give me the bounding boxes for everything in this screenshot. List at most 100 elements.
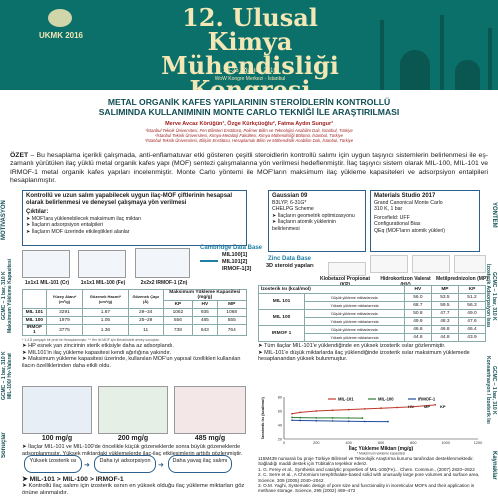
output-item-text: İlaçların adsorpsiyon entalpileri xyxy=(31,222,104,229)
heat-table-title: İzosterik Isı (kcal/mol) xyxy=(258,285,405,294)
data-point xyxy=(363,420,366,423)
data-point xyxy=(363,408,366,410)
mof-label: 2x2x2 IRMOF-1 (Zn) xyxy=(140,280,188,286)
abstract: ÖZET – Bu hesaplama içerikli çalışmada, … xyxy=(10,152,488,185)
data-point xyxy=(347,420,350,423)
ms-title: Materials Studio 2017 xyxy=(374,193,436,199)
data-point xyxy=(387,420,389,423)
side-label-izosterik-text: GCMC – 1 bar, 310 K İzosterik Adsorpsiyo… xyxy=(485,264,497,328)
congress-title-line1: 12. Ulusal xyxy=(182,3,318,32)
ms-line: Grand Canonical Monte Carlo xyxy=(374,200,443,206)
table-row: MIL 100 1979 1.05 25–29 556 485 555 xyxy=(22,316,248,325)
capacity-table-header-cell: Yüzey Alanı* (m²/g) xyxy=(45,289,84,309)
gaussian-line: CHELPG Scheme xyxy=(272,206,314,213)
loading-snapshot-image xyxy=(22,386,92,434)
authors: Merve Avcaz Körüğün¹, Özge Kürkçüoğlu², … xyxy=(165,121,333,127)
x-tick-label: 800 xyxy=(410,441,416,445)
table-cell: 56.3 xyxy=(457,301,487,310)
abstract-label: ÖZET xyxy=(10,152,29,159)
side-label-izosterik: GCMC – 1 bar, 310 K İzosterik Adsorpsiyo… xyxy=(485,250,497,342)
capacity-table-header-cell: KP xyxy=(162,300,194,309)
series-line-irmof-1 xyxy=(292,419,388,423)
y-tick-label: 60 xyxy=(278,409,282,413)
data-point xyxy=(291,419,293,422)
mof-list: MIL100[1] MIL101[2] IRMOF-1[3] xyxy=(222,252,251,272)
y-tick-label: 20 xyxy=(278,437,282,441)
skyline-decoration xyxy=(488,28,492,90)
marker-legend-label: KP xyxy=(440,404,446,409)
gaussian-box: Gaussian 09 B3LYP, 6-31G* CHELPG Scheme … xyxy=(268,190,366,252)
heat-bullets: ➤ Tüm ilaçlar MIL-101'e yüklendiğinde en… xyxy=(258,343,486,363)
congress-dates: 23-26 Ağustos 2016 xyxy=(223,68,277,74)
drug-label: Metilprednizolon (MP) xyxy=(436,276,488,282)
capacity-table-header-cell: HV xyxy=(192,300,218,309)
table-cell: MIL 100 xyxy=(22,316,47,325)
conclusion-box: Daha yavaş ilaç salımı xyxy=(168,455,232,473)
table-cell: IRMOF 1 xyxy=(257,325,306,342)
data-point xyxy=(331,420,334,422)
table-cell: 556 xyxy=(162,316,194,325)
x-tick-label: 0 xyxy=(283,441,285,445)
capacity-bullet: ➤ MIL101'in ilaç yükleme kapasitesi kend… xyxy=(22,349,172,356)
data-point xyxy=(347,417,350,419)
conference-banner: UKMK 2016 12. Ulusal Kimya Mühendisliği … xyxy=(0,0,498,90)
data-point xyxy=(291,416,293,419)
table-cell: 29–34 xyxy=(127,308,164,317)
heat-bullet-text: Tüm ilaçlar MIL-101'e yüklendiğinde en y… xyxy=(264,343,446,349)
ms-line: QEq (MOF'ların atomik yükleri) xyxy=(374,227,446,234)
marker-legend-label: MP xyxy=(424,404,430,409)
side-label-max-yukleme: GCMC – 1 bar, 310 K Maksimum Yükleme Kap… xyxy=(1,252,13,340)
capacity-table-group-header: Maksimum Yükleme Kapasitesi (mg/g) xyxy=(162,289,248,301)
table-cell: Düşük yükleme miktarlarında xyxy=(304,325,405,334)
conclusion-box: Yüksek izosterik ısı xyxy=(24,455,82,473)
table-cell: 25–29 xyxy=(127,316,164,325)
output-item-text: MOF'lara yüklenebilecek maksimum ilaç mi… xyxy=(31,216,142,222)
table-cell: Düşük yükleme miktarlarında xyxy=(304,293,405,302)
data-point xyxy=(299,411,302,414)
arrow-right-icon: ➜ xyxy=(84,462,90,469)
table-cell: MIL 100 xyxy=(257,309,306,326)
table-cell: 3775 xyxy=(45,324,84,336)
legend-label: MIL-101 xyxy=(338,397,354,402)
table-cell: 48.3 xyxy=(430,317,459,326)
congress-logo: UKMK 2016 xyxy=(39,9,84,40)
series-line-mil-100 xyxy=(292,416,363,419)
data-point xyxy=(347,408,350,411)
table-cell: MIL 101 xyxy=(22,308,47,317)
affiliation-1: ¹İstanbul Teknik Üniversitesi, Fen Bilim… xyxy=(145,128,353,133)
table-cell: 643 xyxy=(192,324,218,336)
heat-table-header-cell: MP xyxy=(430,285,459,294)
output-item: ➤ İlaçların MOF üzerinde etkileştikleri … xyxy=(26,228,130,235)
capacity-table-header-cell: Gözenek Çapı (Å) xyxy=(127,289,164,309)
table-row: MIL 101 3291 1.87 29–34 1062 935 1068 xyxy=(22,308,248,317)
heat-table-header-cell: HV xyxy=(403,285,432,294)
affiliation-3: ³İstanbul Teknik Üniversitesi, Bilişim E… xyxy=(144,138,354,144)
table-cell: 46.8 xyxy=(403,325,432,334)
table-cell: 51.2 xyxy=(457,293,487,302)
table-cell: Yüksek yükleme miktarlarında xyxy=(304,333,405,342)
x-axis-label: İlaç Yükleme Miktarı (mg/g) xyxy=(349,445,414,452)
data-point xyxy=(315,416,318,419)
capacity-table: Yüzey Alanı* (m²/g) Gözenek Hacmi* (cm³/… xyxy=(22,289,248,336)
gaussian-bullet: ➤ İlaçların geometrik optimizasyonu xyxy=(272,212,355,219)
cambridge-db-label: Cambridge Data Base xyxy=(200,245,263,251)
x-tick-label: 1000 xyxy=(441,441,449,445)
marker-legend-label: HV xyxy=(408,404,414,409)
table-cell: 68.7 xyxy=(403,301,432,310)
table-cell: 3291 xyxy=(45,308,84,317)
conclusion-final-text: Kontrollü ilaç salımı için izosterik ısı… xyxy=(22,483,245,496)
loading-label: 485 mg/g xyxy=(194,435,226,442)
congress-title-line3: Kongresi xyxy=(189,75,311,91)
side-label-max-yukleme-text: GCMC – 1 bar, 310 K Maksimum Yükleme Kap… xyxy=(1,258,13,334)
table-row: Yüksek yükleme miktarlarında 44.8 44.8 4… xyxy=(259,333,487,342)
loading-snapshot-image xyxy=(98,386,168,434)
table-cell: 44.8 xyxy=(403,333,432,342)
table-cell: 43.9 xyxy=(457,333,487,342)
gaussian-bullet-text: İlaçların atomik yüklerinin belirlenmesi xyxy=(272,219,337,232)
table-cell: 49.9 xyxy=(403,317,432,326)
table-cell: 11 xyxy=(127,324,164,336)
table-cell: 53.5 xyxy=(430,293,459,302)
data-point xyxy=(291,412,293,415)
data-point xyxy=(396,406,399,409)
x-axis-sublabel: * Maksimum yükleme kapasitesi xyxy=(357,452,405,456)
